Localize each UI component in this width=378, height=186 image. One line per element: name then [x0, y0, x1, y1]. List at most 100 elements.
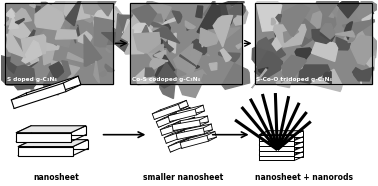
- Polygon shape: [275, 29, 289, 45]
- Polygon shape: [172, 11, 182, 23]
- Polygon shape: [207, 55, 209, 56]
- Polygon shape: [37, 23, 70, 47]
- Polygon shape: [365, 1, 373, 14]
- Polygon shape: [255, 50, 282, 79]
- Polygon shape: [360, 43, 377, 58]
- Polygon shape: [156, 17, 180, 26]
- Polygon shape: [302, 4, 309, 10]
- Polygon shape: [312, 29, 333, 44]
- Polygon shape: [271, 18, 276, 25]
- Polygon shape: [252, 38, 285, 70]
- Polygon shape: [6, 34, 12, 42]
- Polygon shape: [290, 14, 316, 39]
- Polygon shape: [150, 58, 168, 71]
- Polygon shape: [284, 29, 299, 42]
- Polygon shape: [21, 52, 39, 68]
- Polygon shape: [203, 1, 215, 17]
- Polygon shape: [145, 38, 166, 68]
- Text: Co-S codoped g-C₃N₄: Co-S codoped g-C₃N₄: [132, 77, 201, 82]
- Polygon shape: [78, 32, 92, 45]
- Polygon shape: [213, 15, 232, 47]
- Polygon shape: [18, 140, 88, 147]
- Polygon shape: [316, 0, 339, 16]
- Polygon shape: [268, 131, 303, 137]
- Polygon shape: [5, 8, 31, 25]
- Polygon shape: [156, 111, 184, 127]
- Polygon shape: [15, 19, 24, 24]
- Polygon shape: [144, 0, 171, 24]
- Polygon shape: [276, 15, 282, 22]
- Bar: [130, 3, 242, 84]
- Polygon shape: [174, 44, 193, 73]
- Polygon shape: [0, 55, 23, 67]
- Polygon shape: [129, 16, 139, 20]
- Polygon shape: [259, 140, 294, 146]
- Polygon shape: [160, 69, 176, 99]
- Polygon shape: [101, 33, 129, 54]
- Polygon shape: [259, 150, 303, 155]
- Polygon shape: [134, 28, 152, 43]
- Polygon shape: [71, 25, 77, 32]
- Polygon shape: [26, 76, 81, 102]
- Polygon shape: [356, 0, 378, 19]
- Polygon shape: [197, 3, 222, 36]
- Polygon shape: [9, 18, 19, 29]
- Polygon shape: [310, 9, 335, 32]
- Polygon shape: [259, 135, 294, 141]
- Polygon shape: [227, 5, 237, 20]
- Text: S doped g-C₃N₄: S doped g-C₃N₄: [7, 77, 57, 82]
- Text: S-Co-O tridoped g-C₃N₄: S-Co-O tridoped g-C₃N₄: [257, 77, 333, 82]
- Polygon shape: [180, 116, 209, 127]
- Polygon shape: [55, 30, 77, 39]
- Polygon shape: [66, 0, 82, 26]
- Polygon shape: [273, 25, 306, 47]
- Polygon shape: [16, 133, 71, 142]
- Polygon shape: [363, 56, 375, 70]
- Polygon shape: [168, 33, 176, 53]
- Bar: [5, 3, 113, 84]
- Bar: [5, 3, 113, 84]
- Polygon shape: [348, 24, 358, 42]
- Polygon shape: [268, 150, 303, 157]
- Polygon shape: [270, 22, 298, 51]
- Polygon shape: [209, 63, 217, 70]
- Polygon shape: [286, 28, 302, 41]
- Polygon shape: [67, 76, 74, 84]
- Polygon shape: [344, 29, 370, 51]
- Polygon shape: [95, 23, 118, 45]
- Polygon shape: [276, 74, 293, 88]
- Polygon shape: [321, 4, 336, 32]
- Polygon shape: [161, 40, 162, 44]
- Text: nanosheet + nanorods: nanosheet + nanorods: [255, 173, 353, 182]
- Polygon shape: [177, 70, 206, 97]
- Polygon shape: [285, 13, 291, 20]
- Polygon shape: [180, 55, 196, 66]
- Polygon shape: [29, 3, 35, 8]
- Polygon shape: [94, 61, 99, 83]
- Polygon shape: [252, 69, 267, 88]
- Polygon shape: [209, 4, 233, 25]
- Polygon shape: [168, 117, 197, 132]
- Polygon shape: [67, 52, 92, 64]
- Polygon shape: [23, 63, 30, 70]
- Polygon shape: [43, 71, 67, 95]
- Polygon shape: [168, 109, 197, 122]
- Polygon shape: [122, 14, 153, 47]
- Polygon shape: [119, 15, 150, 38]
- Polygon shape: [283, 28, 303, 49]
- Polygon shape: [62, 0, 90, 21]
- Polygon shape: [259, 155, 294, 161]
- Polygon shape: [146, 28, 168, 52]
- Polygon shape: [311, 69, 342, 91]
- Polygon shape: [136, 69, 155, 85]
- Polygon shape: [151, 28, 180, 43]
- Polygon shape: [229, 1, 245, 15]
- Polygon shape: [259, 150, 294, 155]
- Text: nanosheet: nanosheet: [33, 173, 79, 182]
- Polygon shape: [90, 13, 112, 28]
- Polygon shape: [41, 2, 47, 20]
- Polygon shape: [116, 14, 122, 42]
- Polygon shape: [185, 21, 195, 29]
- Polygon shape: [81, 0, 102, 15]
- Polygon shape: [320, 24, 336, 39]
